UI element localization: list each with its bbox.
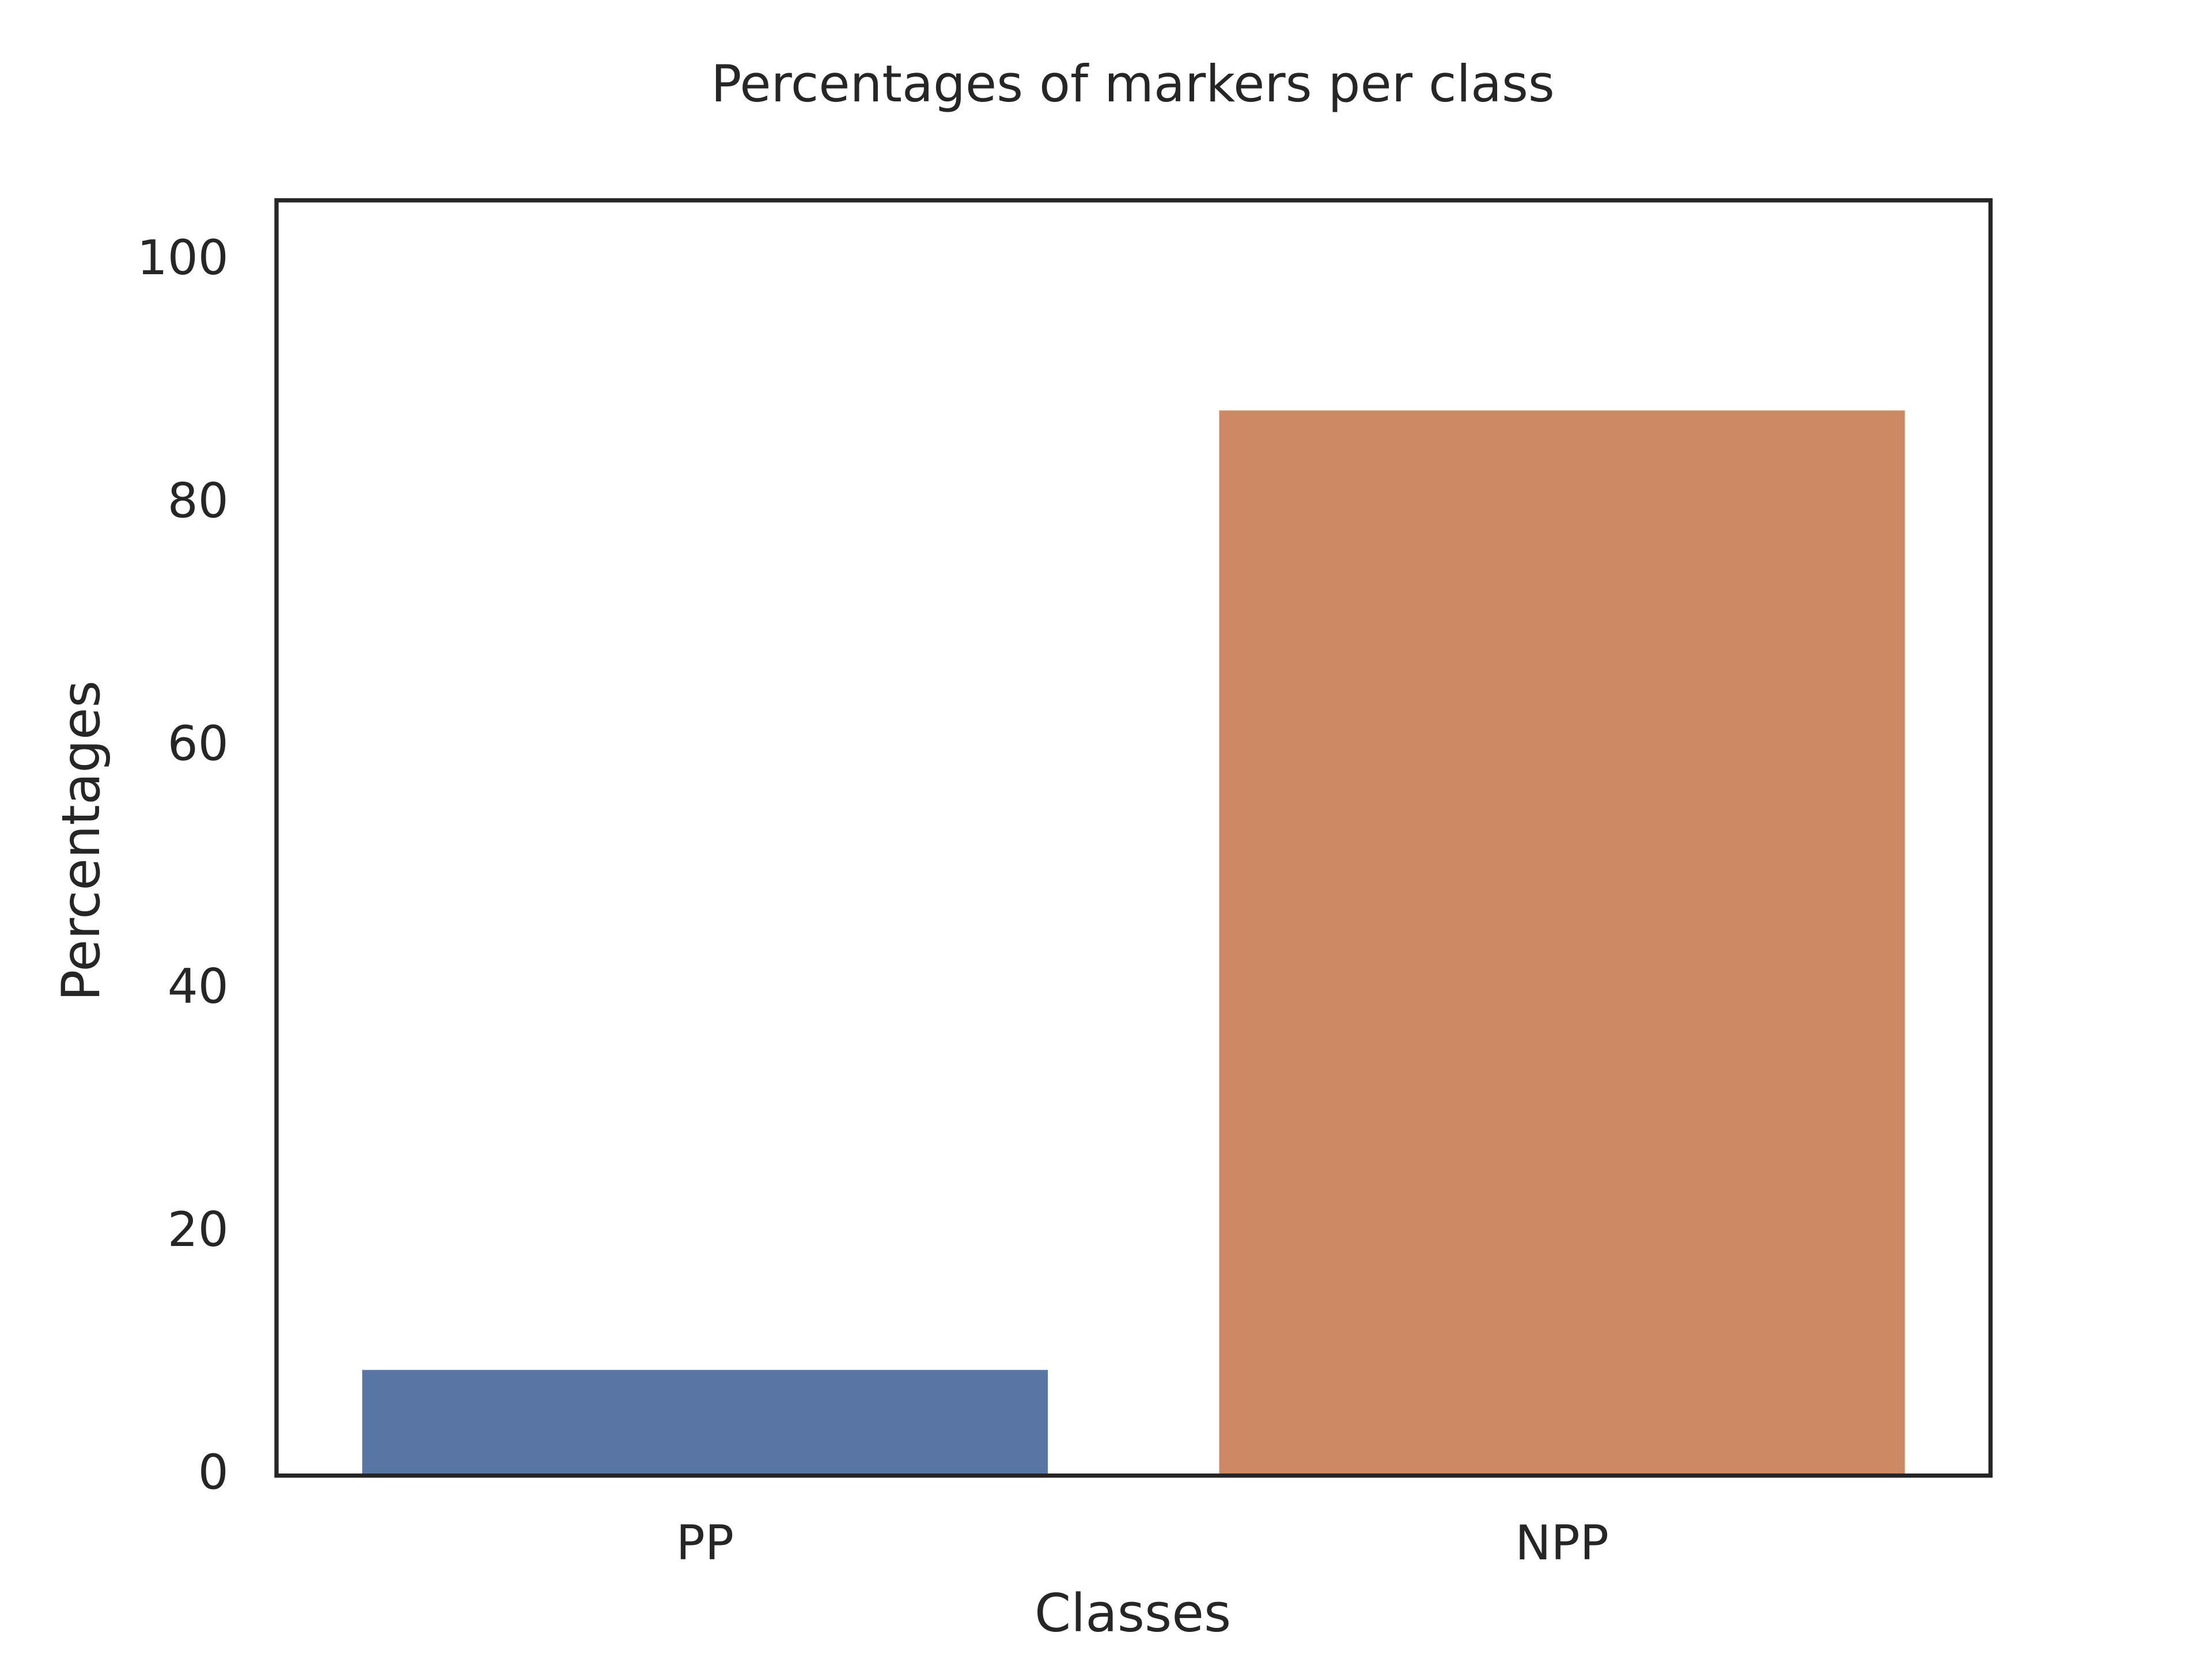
bar bbox=[362, 1370, 1048, 1476]
y-tick-label: 80 bbox=[168, 473, 229, 529]
bar bbox=[1219, 410, 1905, 1476]
y-tick-label: 60 bbox=[168, 715, 229, 771]
y-tick-label: 100 bbox=[137, 230, 229, 286]
y-tick-label: 0 bbox=[198, 1445, 229, 1501]
y-tick-label: 40 bbox=[168, 959, 229, 1014]
y-tick-label: 20 bbox=[168, 1202, 229, 1257]
x-axis-label: Classes bbox=[1035, 1583, 1231, 1643]
plot-frame bbox=[274, 198, 1993, 1478]
y-axis-label: Percentages bbox=[51, 680, 112, 1001]
chart-title: Percentages of markers per class bbox=[711, 54, 1555, 113]
x-tick-label: PP bbox=[676, 1515, 734, 1571]
x-tick-label: NPP bbox=[1515, 1515, 1609, 1571]
